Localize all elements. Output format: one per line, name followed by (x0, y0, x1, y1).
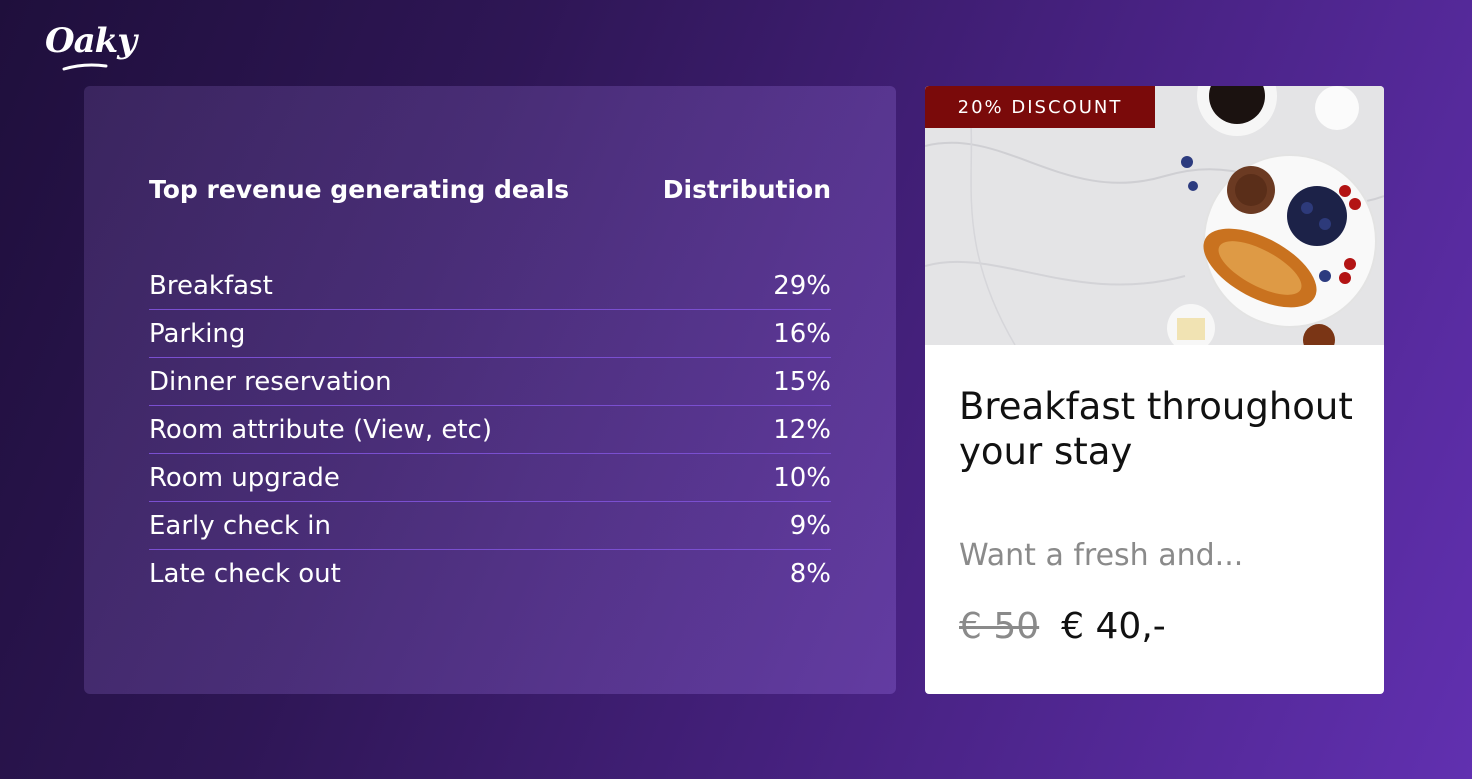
deal-share: 8% (789, 558, 831, 589)
price-row: € 50 € 40,- (959, 606, 1166, 647)
deal-share: 9% (789, 510, 831, 541)
header-deals: Top revenue generating deals (149, 175, 570, 204)
deal-name: Dinner reservation (149, 366, 392, 397)
table-row: Breakfast 29% (149, 262, 831, 310)
deals-distribution-panel: Top revenue generating deals Distributio… (84, 86, 896, 694)
deal-card[interactable]: 20% DISCOUNT Breakfast throughout your s… (925, 86, 1384, 694)
deal-share: 16% (773, 318, 831, 349)
deal-description: Want a fresh and... (959, 538, 1244, 573)
deal-name: Room upgrade (149, 462, 340, 493)
table-row: Late check out 8% (149, 550, 831, 597)
table-row: Dinner reservation 15% (149, 358, 831, 406)
deal-share: 12% (773, 414, 831, 445)
deal-name: Late check out (149, 558, 341, 589)
deal-share: 29% (773, 270, 831, 301)
table-row: Room attribute (View, etc) 12% (149, 406, 831, 454)
deal-share: 10% (773, 462, 831, 493)
table-header: Top revenue generating deals Distributio… (149, 175, 831, 204)
oaky-logo: Oaky (45, 21, 137, 61)
deal-name: Parking (149, 318, 246, 349)
deal-title: Breakfast throughout your stay (959, 385, 1353, 473)
deal-name: Breakfast (149, 270, 273, 301)
breakfast-photo (925, 86, 1384, 345)
deal-name: Room attribute (View, etc) (149, 414, 492, 445)
deal-name: Early check in (149, 510, 332, 541)
deals-table: Breakfast 29% Parking 16% Dinner reserva… (149, 262, 831, 597)
discount-badge: 20% DISCOUNT (925, 86, 1155, 128)
header-distribution: Distribution (662, 175, 831, 204)
original-price: € 50 (959, 606, 1040, 647)
logo-underline-swoosh (62, 63, 108, 71)
table-row: Room upgrade 10% (149, 454, 831, 502)
table-row: Parking 16% (149, 310, 831, 358)
deal-share: 15% (773, 366, 831, 397)
discounted-price: € 40,- (1061, 606, 1166, 647)
table-row: Early check in 9% (149, 502, 831, 550)
